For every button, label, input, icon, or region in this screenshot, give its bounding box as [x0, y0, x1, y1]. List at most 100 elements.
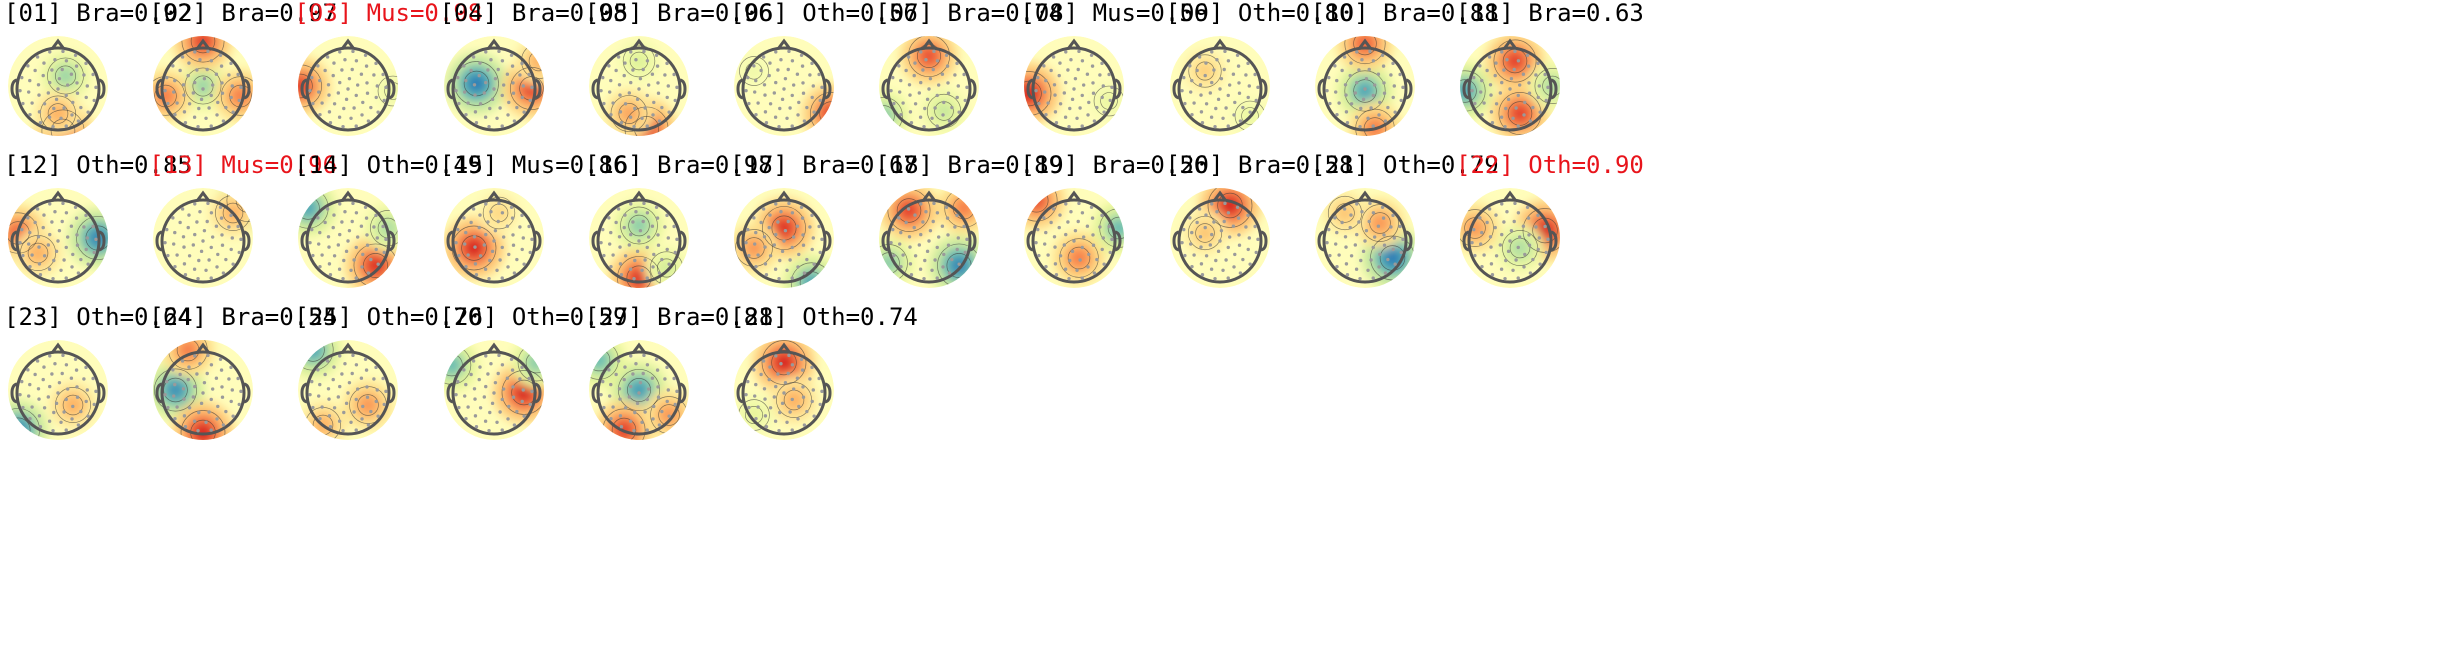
left-ear-marker: [1026, 78, 1034, 100]
sensor-dot: [1095, 257, 1099, 262]
sensor-dot: [1498, 243, 1503, 247]
sensor-dot: [762, 235, 767, 239]
field-blob: [632, 54, 646, 68]
sensor-dot: [790, 124, 794, 128]
sensor-dot: [768, 254, 773, 258]
sensor-dot: [1217, 87, 1222, 91]
head-outline: [10, 190, 106, 284]
sensor-dot: [645, 59, 649, 63]
sensor-dot: [528, 250, 532, 255]
sensor-dot: [239, 237, 243, 242]
sensor-dot: [1517, 235, 1522, 239]
sensor-dot: [323, 372, 328, 377]
sensor-dot: [317, 90, 321, 94]
sensor-grid: [18, 201, 98, 281]
sensor-dot: [1369, 106, 1373, 110]
sensor-dot: [1236, 81, 1241, 85]
sensor-dot: [318, 78, 322, 83]
sensor-dot: [659, 257, 664, 262]
sensor-dot: [641, 67, 645, 72]
sensor-dot: [477, 377, 481, 382]
nose-marker: [921, 38, 937, 50]
component-label: [11] Bra=0.63: [1456, 0, 1644, 27]
sensor-dot: [36, 387, 41, 391]
sensor-dot: [1189, 264, 1194, 269]
sensor-dot: [1494, 213, 1498, 217]
component-label: [12] Oth=0.85: [4, 151, 192, 179]
sensor-dot: [1179, 88, 1184, 93]
sensor-dot: [914, 254, 918, 258]
sensor-dot: [338, 267, 342, 271]
sensor-dot: [59, 420, 63, 424]
sensor-dot: [361, 100, 365, 105]
sensor-dot: [331, 225, 336, 230]
sensor-dot: [483, 115, 487, 119]
right-ear-marker: [243, 382, 251, 404]
sensor-dot: [919, 267, 923, 271]
sensor-dot: [1344, 262, 1348, 266]
sensor-dot: [355, 59, 359, 63]
sensor-dot: [892, 253, 896, 258]
sensor-dot: [1401, 85, 1405, 90]
sensor-dot: [759, 68, 763, 73]
sensor-dot: [1538, 110, 1542, 114]
sensor-dot: [1055, 121, 1059, 125]
sensor-dot: [930, 116, 934, 120]
sensor-dot: [1544, 250, 1548, 255]
sensor-dot: [768, 213, 772, 217]
contour-line: [357, 394, 380, 416]
contour-line: [761, 340, 807, 385]
sensor-dot: [356, 235, 360, 239]
scalp-topomap: [8, 340, 108, 440]
sensor-dot: [173, 264, 177, 269]
sensor-dot: [477, 73, 481, 78]
sensor-dot: [1220, 268, 1225, 272]
sensor-grid: [744, 49, 824, 129]
sensor-dot: [802, 119, 807, 123]
sensor-dot: [914, 102, 918, 106]
sensor-dot: [635, 401, 640, 406]
nose-marker: [341, 190, 356, 202]
sensor-dot: [1209, 50, 1214, 54]
component-18: [18] Bra=0.89: [873, 151, 1099, 388]
sensor-dot: [783, 76, 788, 81]
sensor-dot: [1490, 121, 1495, 125]
sensor-dot: [64, 245, 68, 250]
head-outline: [736, 190, 832, 284]
sensor-dot: [614, 372, 618, 377]
sensor-dot: [82, 73, 86, 77]
sensor-dot: [486, 124, 491, 129]
sensor-dot: [37, 93, 41, 97]
contour-line: [1353, 36, 1377, 56]
right-ear-marker: [388, 382, 396, 404]
sensor-dot: [1399, 98, 1403, 103]
sensor-dot: [1377, 252, 1382, 257]
sensor-dot: [891, 75, 895, 80]
sensor-dot: [343, 58, 348, 62]
sensor-dot: [630, 372, 635, 376]
sensor-dot: [623, 61, 627, 65]
sensor-dot: [52, 106, 56, 111]
sensor-dot: [933, 106, 937, 110]
sensor-dot: [33, 220, 37, 225]
sensor-dot: [311, 405, 315, 410]
sensor-dot: [786, 67, 790, 72]
sensor-dot: [946, 91, 951, 95]
sensor-dot: [82, 377, 86, 381]
sensor-dot: [520, 95, 524, 100]
sensor-dot: [490, 249, 494, 254]
sensor-dot: [818, 402, 822, 407]
sensor-dot: [1068, 106, 1072, 111]
sensor-dot: [756, 405, 760, 409]
sensor-dot: [472, 83, 476, 87]
sensor-dot: [617, 235, 621, 239]
sensor-dot: [310, 75, 314, 80]
sensor-dot: [908, 110, 913, 114]
sensor-dot: [91, 72, 95, 77]
sensor-dot: [1511, 116, 1515, 120]
contour-line: [154, 368, 198, 412]
sensor-dot: [219, 205, 223, 209]
sensor-dot: [1480, 112, 1484, 117]
component-03: [03] Mus=0.98: [292, 0, 518, 236]
sensor-dot: [797, 252, 801, 257]
